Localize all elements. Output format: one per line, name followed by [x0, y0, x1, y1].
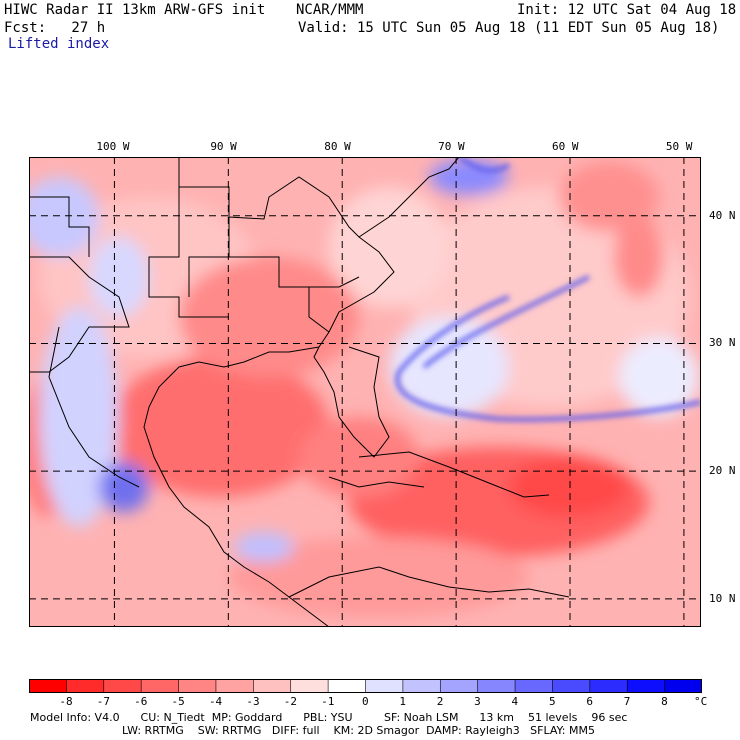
colorbar-label: 4	[511, 695, 519, 708]
longitude-label: 70 W	[438, 140, 465, 153]
colorbar-swatch	[328, 679, 366, 693]
colorbar-unit: °C	[694, 695, 708, 708]
grid-lines	[29, 157, 701, 627]
longitude-label: 50 W	[665, 140, 693, 153]
colorbar-label: 8	[661, 695, 668, 708]
colorbar-swatch	[253, 679, 292, 693]
colorbar-swatch	[402, 679, 441, 693]
init-time: Init: 12 UTC Sat 04 Aug 18	[517, 2, 737, 18]
colorbar-label: -8	[59, 695, 73, 708]
colorbar	[29, 679, 702, 693]
colorbar-label: -1	[321, 695, 335, 708]
colorbar-label: 0	[362, 695, 369, 708]
colorbar-label: -7	[96, 695, 111, 708]
model-info-line1: Model Info: V4.0 CU: N_Tiedt MP: Goddard…	[30, 711, 628, 724]
colorbar-label: -2	[283, 695, 297, 708]
colorbar-label: 1	[399, 695, 406, 708]
latitude-label: 40 N	[709, 208, 736, 222]
colorbar-swatch	[103, 679, 142, 693]
valid-time: Valid: 15 UTC Sun 05 Aug 18 (11 EDT Sun …	[298, 20, 720, 36]
colorbar-swatch	[178, 679, 217, 693]
latitude-label: 10 N	[709, 591, 736, 605]
forecast-hour: Fcst: 27 h	[4, 20, 106, 36]
colorbar-swatch	[29, 679, 67, 693]
colorbar-swatch	[440, 679, 479, 693]
longitude-label: 90 W	[210, 140, 237, 153]
colorbar-label: -6	[134, 695, 148, 708]
model-title: HIWC Radar II 13km ARW-GFS init	[4, 2, 266, 18]
field-name: Lifted index	[8, 36, 110, 52]
lifted-index-map	[29, 157, 701, 627]
colorbar-swatch	[552, 679, 591, 693]
colorbar-label: 7	[623, 695, 631, 708]
longitude-label: 60 W	[552, 140, 579, 153]
colorbar-label: 6	[586, 695, 593, 708]
colorbar-label: 3	[474, 695, 481, 708]
colorbar-swatch	[215, 679, 254, 693]
colorbar-swatch	[477, 679, 516, 693]
colorbar-swatch	[141, 679, 180, 693]
coastlines	[29, 157, 570, 627]
colorbar-label: -4	[208, 695, 223, 708]
longitude-label: 80 W	[324, 140, 351, 153]
colorbar-label: 2	[436, 695, 444, 708]
colorbar-swatch	[290, 679, 329, 693]
latitude-label: 30 N	[709, 336, 736, 350]
colorbar-swatch	[664, 679, 702, 693]
colorbar-swatch	[627, 679, 666, 693]
colorbar-swatch	[589, 679, 628, 693]
colorbar-label: 5	[548, 695, 556, 708]
blue-streaks	[395, 157, 701, 422]
colorbar-swatch	[66, 679, 105, 693]
model-info-line2: LW: RRTMG SW: RRTMG DIFF: full KM: 2D Sm…	[122, 724, 595, 737]
colorbar-label: -3	[246, 695, 260, 708]
agency-label: NCAR/MMM	[296, 2, 364, 18]
longitude-label: 100 W	[96, 140, 130, 153]
colorbar-swatch	[515, 679, 553, 693]
colorbar-label: -5	[171, 695, 185, 708]
colorbar-swatch	[365, 679, 404, 693]
latitude-label: 20 N	[709, 464, 736, 478]
